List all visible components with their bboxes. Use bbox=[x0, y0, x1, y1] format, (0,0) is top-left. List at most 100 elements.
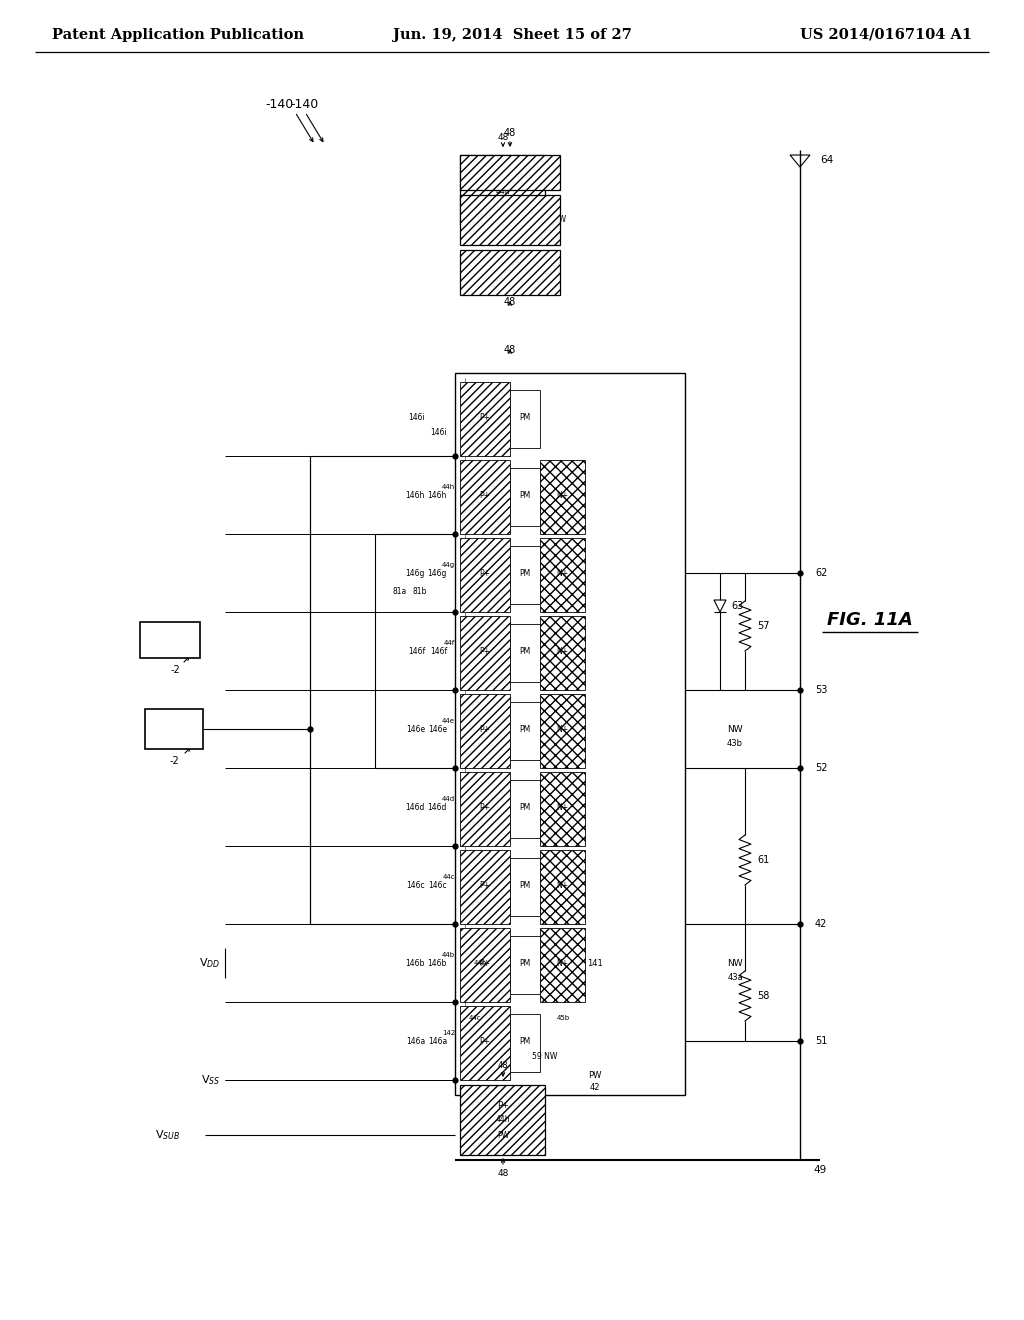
Bar bbox=[540, 928, 585, 1002]
Text: 146e: 146e bbox=[406, 725, 425, 734]
Text: -140: -140 bbox=[290, 99, 318, 111]
Bar bbox=[460, 850, 510, 924]
Text: 52: 52 bbox=[815, 763, 827, 774]
Text: 44b: 44b bbox=[442, 952, 455, 958]
Text: US 2014/0167104 A1: US 2014/0167104 A1 bbox=[800, 28, 972, 42]
Bar bbox=[455, 374, 685, 1096]
Bar bbox=[510, 469, 540, 525]
Text: 146i: 146i bbox=[430, 428, 447, 437]
Bar bbox=[460, 772, 510, 846]
Text: 61: 61 bbox=[757, 855, 769, 865]
Text: P+: P+ bbox=[504, 168, 516, 177]
Text: 53: 53 bbox=[815, 685, 827, 696]
Text: 42: 42 bbox=[590, 1082, 600, 1092]
Text: 146c: 146c bbox=[407, 880, 425, 890]
Text: IO: IO bbox=[163, 634, 177, 647]
Text: PM: PM bbox=[519, 491, 530, 499]
Bar bbox=[540, 616, 585, 690]
Text: 44h: 44h bbox=[441, 484, 455, 490]
Text: P+: P+ bbox=[479, 647, 490, 656]
Text: 48: 48 bbox=[498, 1168, 509, 1177]
Text: P+: P+ bbox=[479, 412, 490, 421]
Text: PM: PM bbox=[519, 1036, 530, 1045]
Text: N+: N+ bbox=[556, 803, 568, 812]
Bar bbox=[460, 154, 560, 190]
Text: FIG. 11A: FIG. 11A bbox=[827, 611, 912, 630]
Text: 146b: 146b bbox=[406, 958, 425, 968]
Bar bbox=[460, 1085, 545, 1155]
Text: P+: P+ bbox=[497, 1101, 509, 1110]
Text: 44e: 44e bbox=[442, 718, 455, 723]
Text: 48: 48 bbox=[504, 345, 516, 355]
Text: N+: N+ bbox=[556, 491, 568, 499]
Text: 57: 57 bbox=[757, 620, 769, 631]
Text: IO: IO bbox=[167, 722, 181, 735]
Text: 44f: 44f bbox=[443, 640, 455, 645]
Text: N+: N+ bbox=[556, 958, 568, 968]
Bar bbox=[510, 936, 540, 994]
Text: PM: PM bbox=[519, 412, 530, 421]
Text: 44g: 44g bbox=[503, 285, 517, 294]
Text: P+: P+ bbox=[479, 569, 490, 578]
Text: 44d: 44d bbox=[442, 796, 455, 803]
Text: 81a: 81a bbox=[393, 587, 408, 597]
Text: 146d: 146d bbox=[406, 803, 425, 812]
Text: 146g: 146g bbox=[406, 569, 425, 578]
Text: 44h: 44h bbox=[496, 187, 510, 197]
Text: 42: 42 bbox=[815, 919, 827, 929]
Text: PM: PM bbox=[519, 569, 530, 578]
Text: 44h: 44h bbox=[503, 198, 517, 206]
Text: P+: P+ bbox=[479, 725, 490, 734]
Bar bbox=[460, 1006, 510, 1080]
Text: NW: NW bbox=[727, 958, 742, 968]
Text: -2: -2 bbox=[169, 756, 179, 766]
Text: 44c: 44c bbox=[442, 874, 455, 880]
Text: -140: -140 bbox=[266, 99, 294, 111]
Text: 44c: 44c bbox=[469, 1015, 481, 1020]
Bar bbox=[540, 459, 585, 535]
Text: NW: NW bbox=[727, 725, 742, 734]
Text: 146c: 146c bbox=[428, 880, 447, 890]
Bar bbox=[460, 539, 510, 612]
Text: 146h: 146h bbox=[406, 491, 425, 499]
Bar bbox=[145, 709, 203, 748]
Bar bbox=[460, 249, 560, 294]
Bar bbox=[540, 850, 585, 924]
Bar bbox=[510, 702, 540, 760]
Text: PM: PM bbox=[519, 803, 530, 812]
Text: N+: N+ bbox=[556, 569, 568, 578]
Text: P+: P+ bbox=[497, 170, 509, 180]
Text: P+: P+ bbox=[504, 268, 516, 276]
Bar bbox=[460, 154, 545, 224]
Text: PW: PW bbox=[589, 1071, 602, 1080]
Bar bbox=[540, 694, 585, 768]
Text: 48: 48 bbox=[504, 297, 516, 308]
Text: P+: P+ bbox=[479, 958, 490, 968]
Text: PW: PW bbox=[554, 215, 566, 224]
Text: N+: N+ bbox=[556, 647, 568, 656]
Text: PM: PM bbox=[519, 647, 530, 656]
Text: -2: -2 bbox=[170, 665, 180, 675]
Text: PW: PW bbox=[497, 1130, 509, 1139]
Text: 51: 51 bbox=[815, 1036, 827, 1045]
Bar bbox=[460, 459, 510, 535]
Text: 146i: 146i bbox=[409, 412, 425, 421]
Text: 146e: 146e bbox=[428, 725, 447, 734]
Text: 64: 64 bbox=[820, 154, 834, 165]
Text: P+: P+ bbox=[504, 215, 516, 224]
Bar bbox=[460, 195, 560, 246]
Text: N+: N+ bbox=[556, 725, 568, 734]
Bar bbox=[460, 928, 510, 1002]
Text: P+: P+ bbox=[479, 880, 490, 890]
Bar bbox=[510, 1014, 540, 1072]
Text: N+: N+ bbox=[556, 880, 568, 890]
Text: 81b: 81b bbox=[413, 587, 427, 597]
Bar bbox=[460, 381, 510, 455]
Text: 59 NW: 59 NW bbox=[532, 1052, 558, 1061]
Text: P+: P+ bbox=[479, 1036, 490, 1045]
Bar bbox=[460, 616, 510, 690]
Text: 44b: 44b bbox=[473, 960, 486, 966]
Text: 142: 142 bbox=[441, 1030, 455, 1036]
Text: 146f: 146f bbox=[430, 647, 447, 656]
Text: 49: 49 bbox=[813, 1166, 826, 1175]
